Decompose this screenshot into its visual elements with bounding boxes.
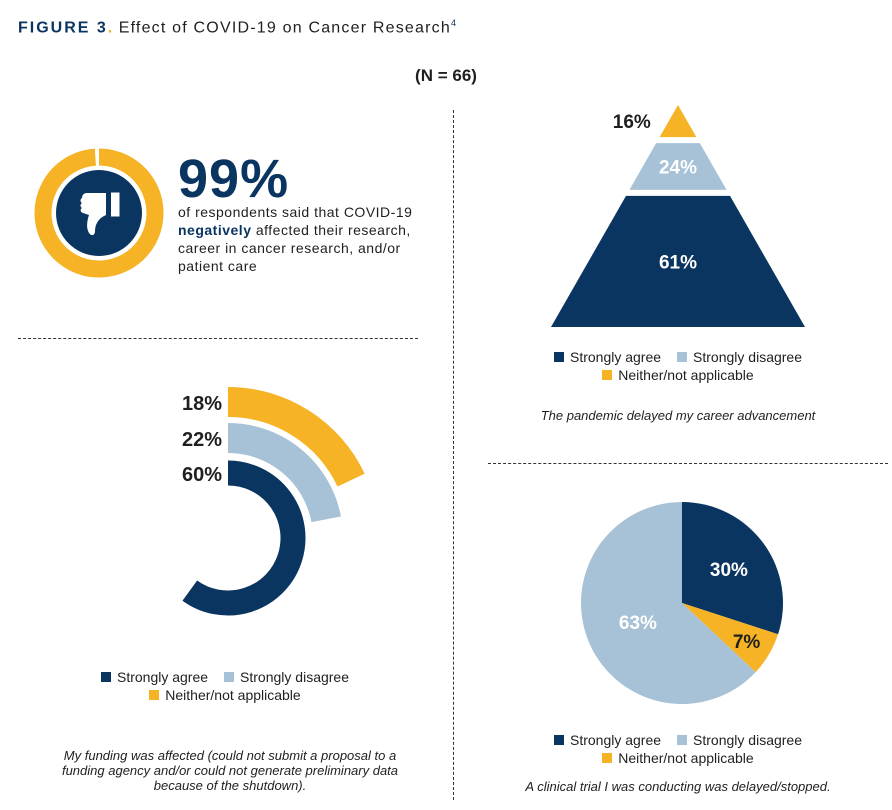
radial-bar-neither-not-applicable <box>227 387 365 487</box>
legend-label-disagree: Strongly disagree <box>693 732 802 748</box>
legend-swatch-disagree <box>677 735 688 745</box>
figure-title: FIGURE 3. Effect of COVID-19 on Cancer R… <box>18 18 457 37</box>
legend-swatch-agree <box>553 735 564 745</box>
legend-swatch-neither <box>149 690 160 700</box>
funding-radial-chart: 60% 22% 18% <box>182 387 365 616</box>
headline-emphasis: negatively <box>178 222 252 238</box>
donut-arc-yes <box>34 148 164 278</box>
clinical-trial-pie-chart: 30% 7% 63% <box>580 502 783 704</box>
pie-slice-strongly-agree <box>682 502 783 635</box>
legend-label-disagree: Strongly disagree <box>240 669 349 685</box>
headline-donut-chart <box>34 148 164 278</box>
legend-item-agree: Strongly agree <box>553 348 662 366</box>
legend-label-neither: Neither/not applicable <box>618 750 754 766</box>
figure-label: FIGURE 3 <box>18 19 108 37</box>
legend-label-neither: Neither/not applicable <box>165 687 301 703</box>
radial-label-strongly-agree: 60% <box>182 464 222 486</box>
legend-swatch-agree <box>553 352 564 362</box>
pie-label-strongly-agree: 30% <box>710 560 748 581</box>
headline-donut-ring <box>34 148 164 278</box>
pyramid-segment-neither-not-applicable <box>659 105 697 138</box>
radial-label-neither-not-applicable: 18% <box>182 393 222 415</box>
career-caption: The pandemic delayed my career advanceme… <box>540 408 816 423</box>
radial-bar-strongly-agree <box>182 460 306 616</box>
legend-swatch-agree <box>100 672 111 682</box>
legend-label-agree: Strongly agree <box>116 669 209 685</box>
figure-title-text: Effect of COVID-19 on Cancer Research <box>118 19 451 37</box>
legend-swatch-neither <box>602 370 613 380</box>
pyramid-segment-strongly-disagree <box>629 143 727 190</box>
left-horizontal-divider <box>18 338 418 339</box>
pie-slice-strongly-disagree <box>580 502 756 704</box>
legend-swatch-neither <box>602 753 613 763</box>
sample-size: (N = 66) <box>415 66 477 85</box>
legend-item-neither: Neither/not applicable <box>602 366 754 384</box>
pie-slice-neither-not-applicable <box>682 603 779 673</box>
funding-legend: Strongly agree Strongly disagree Neither… <box>30 668 420 704</box>
legend-item-agree: Strongly agree <box>100 668 209 686</box>
right-horizontal-divider <box>488 463 888 464</box>
headline-text-before: of respondents said that COVID-19 <box>178 204 413 220</box>
pie-label-neither-not-applicable: 7% <box>733 632 761 653</box>
legend-item-agree: Strongly agree <box>553 731 662 749</box>
career-legend: Strongly agree Strongly disagree Neither… <box>478 348 878 384</box>
legend-swatch-disagree <box>224 672 235 682</box>
legend-item-neither: Neither/not applicable <box>602 749 754 767</box>
legend-label-agree: Strongly agree <box>569 732 662 748</box>
legend-label-neither: Neither/not applicable <box>618 367 754 383</box>
legend-item-disagree: Strongly disagree <box>677 348 802 366</box>
funding-caption: My funding was affected (could not submi… <box>61 748 399 793</box>
pyramid-label-strongly-disagree: 24% <box>659 158 697 179</box>
footnote-marker: 4 <box>450 18 457 28</box>
figure-dot: . <box>107 19 114 37</box>
radial-bar-strongly-disagree <box>227 423 341 523</box>
legend-label-agree: Strongly agree <box>569 349 662 365</box>
headline-description: of respondents said that COVID-19 negati… <box>178 203 418 275</box>
radial-label-strongly-disagree: 22% <box>182 429 222 451</box>
legend-item-disagree: Strongly disagree <box>677 731 802 749</box>
clinical-trial-legend: Strongly agree Strongly disagree Neither… <box>478 731 878 767</box>
career-pyramid-chart: 61% 24% 16% <box>551 105 805 327</box>
vertical-divider <box>453 110 454 800</box>
headline-text-after: affected their research, career in cance… <box>178 222 411 274</box>
headline-percent: 99% <box>178 149 290 209</box>
legend-item-disagree: Strongly disagree <box>224 668 349 686</box>
pie-label-strongly-disagree: 63% <box>619 613 657 634</box>
pyramid-label-neither-not-applicable: 16% <box>613 112 651 133</box>
thumbs-down-icon <box>80 191 121 236</box>
clinical-trial-caption: A clinical trial I was conducting was de… <box>525 779 831 794</box>
pyramid-segment-strongly-agree <box>551 195 805 327</box>
legend-label-disagree: Strongly disagree <box>693 349 802 365</box>
legend-item-neither: Neither/not applicable <box>149 686 301 704</box>
pyramid-label-strongly-agree: 61% <box>659 252 697 273</box>
legend-swatch-disagree <box>677 352 688 362</box>
